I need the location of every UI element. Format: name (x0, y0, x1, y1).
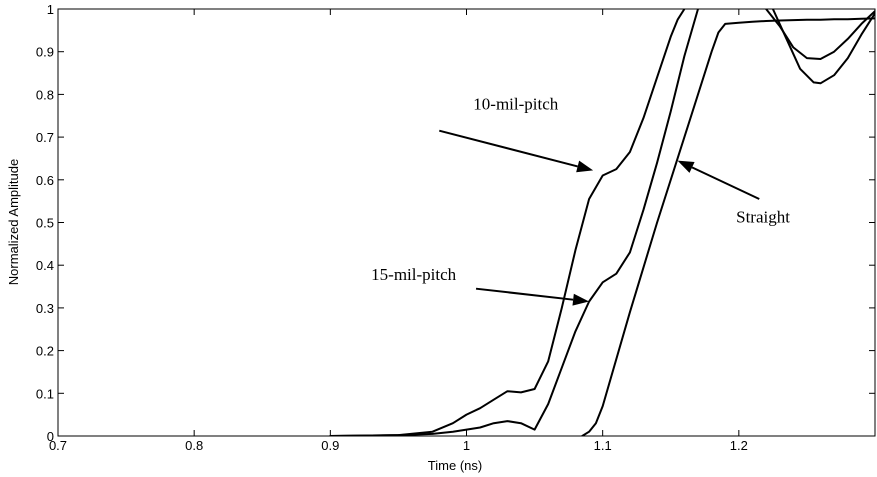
annotation-arrowhead (576, 160, 594, 173)
x-tick-label: 1 (463, 438, 470, 453)
annotation-arrowhead (677, 160, 695, 173)
series-line-straight (581, 17, 875, 436)
series-line-15-mil-pitch (329, 9, 699, 436)
y-tick-label: 0.3 (36, 301, 54, 316)
annotation-arrow (691, 166, 760, 200)
x-tick-label: 1.2 (730, 438, 748, 453)
series-line-dip-lower (771, 9, 875, 85)
annotation-arrow (439, 129, 578, 168)
annotation-label: Straight (736, 208, 790, 227)
x-axis-label: Time (ns) (428, 458, 482, 473)
x-tick-label: 0.7 (49, 438, 67, 453)
series-group (329, 9, 875, 436)
series-line-10-mil-pitch (329, 9, 686, 436)
y-tick-label: 0.4 (36, 258, 54, 273)
annotations-group: 10-mil-pitch 15-mil-pitch Straight (371, 94, 790, 306)
y-tick-label: 0.1 (36, 386, 54, 401)
x-tick-label: 1.1 (594, 438, 612, 453)
annotation-label: 10-mil-pitch (473, 94, 558, 113)
y-tick-label: 0 (47, 429, 54, 444)
series-line-dip-upper (765, 9, 875, 60)
y-tick-label: 0.7 (36, 130, 54, 145)
y-tick-label: 0.9 (36, 45, 54, 60)
y-tick-label: 0.2 (36, 344, 54, 359)
annotation-arrow (475, 287, 574, 301)
y-tick-label: 0.6 (36, 173, 54, 188)
y-axis-label: Normalized Amplitude (6, 159, 21, 285)
x-tick-label: 0.9 (321, 438, 339, 453)
annotation-arrowhead (572, 293, 590, 306)
ticks-group: 0.7 0.8 0.9 1 1.1 1.2 0 0.1 0.2 0.3 0.4 0.5 0.6 0.7 0.… (36, 2, 875, 453)
y-tick-label: 1 (47, 2, 54, 17)
annotation-label: 15-mil-pitch (371, 265, 456, 284)
y-tick-label: 0.8 (36, 87, 54, 102)
x-tick-label: 0.8 (185, 438, 203, 453)
y-tick-label: 0.5 (36, 216, 54, 231)
